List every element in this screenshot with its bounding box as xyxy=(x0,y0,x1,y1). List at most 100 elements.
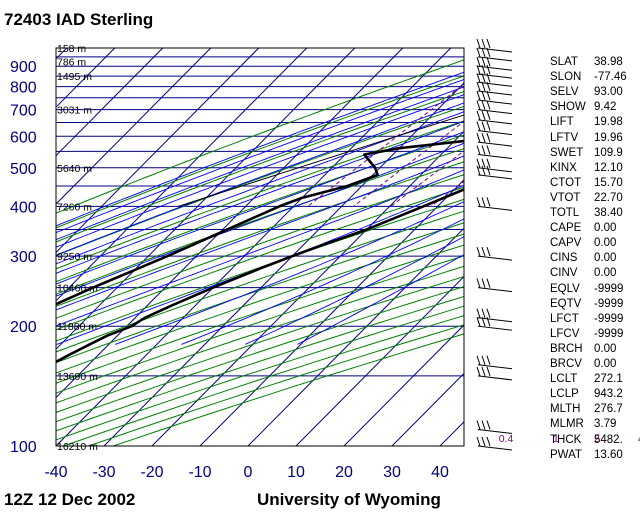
wind-barb xyxy=(476,38,513,53)
wind-barb xyxy=(476,145,513,160)
index-name: CINV xyxy=(550,267,578,280)
height-label: 13690 m xyxy=(57,371,98,383)
index-row: CTOT 15.70 xyxy=(550,177,640,192)
index-row: KINX 12.10 xyxy=(550,162,640,177)
index-value: -77.46 xyxy=(594,71,627,84)
index-name: EQLV xyxy=(550,282,580,295)
dry-adiabat xyxy=(56,286,464,423)
index-value: 3.79 xyxy=(594,418,617,431)
index-name: CAPV xyxy=(550,237,582,250)
index-row: CINV 0.00 xyxy=(550,267,640,282)
index-value: 19.96 xyxy=(594,131,623,144)
height-label: 786 m xyxy=(57,56,86,68)
index-name: LCLT xyxy=(550,373,578,386)
dry-adiabat xyxy=(56,244,464,384)
wind-barb xyxy=(476,317,513,331)
parcel-path xyxy=(178,114,464,207)
dry-adiabat xyxy=(56,161,464,307)
wind-barb xyxy=(476,64,513,79)
dry-adiabat xyxy=(56,233,464,374)
dry-adiabat xyxy=(56,134,464,283)
index-name: SWET xyxy=(550,146,584,159)
index-row: BRCV 0.00 xyxy=(550,358,640,373)
temperature-tick-label: -30 xyxy=(92,464,115,481)
index-row: SHOW 9.42 xyxy=(550,101,640,116)
index-value: 38.40 xyxy=(594,207,623,219)
data-source: University of Wyoming xyxy=(257,490,441,509)
wind-barb xyxy=(476,355,513,370)
wind-barb xyxy=(476,100,513,115)
moist-adiabat xyxy=(56,71,464,227)
index-name: CINS xyxy=(550,252,578,265)
index-row: SWET 109.9 xyxy=(550,147,640,162)
index-name: SLON xyxy=(550,71,582,84)
dry-adiabat xyxy=(56,120,464,270)
index-name: MLMR xyxy=(550,418,584,431)
wind-barb xyxy=(476,308,513,323)
wind-barb xyxy=(476,436,513,451)
wind-barb xyxy=(476,73,513,87)
index-value: 272.1 xyxy=(594,373,623,386)
temperature-profile xyxy=(56,188,464,364)
moist-adiabat xyxy=(56,169,464,327)
index-value: -9999 xyxy=(594,297,624,310)
mixing-ratio-label: 4 xyxy=(638,433,640,445)
isotherm xyxy=(199,179,464,446)
index-name: SELV xyxy=(550,86,579,99)
moist-adiabat xyxy=(56,78,464,234)
dry-adiabat xyxy=(56,75,464,229)
index-name: LFCV xyxy=(550,327,580,340)
moist-adiabat xyxy=(56,120,464,274)
index-row: LCLP 943.2 xyxy=(550,388,640,403)
index-value: 276.7 xyxy=(594,403,623,416)
wind-barb xyxy=(476,158,513,173)
height-label: 16210 m xyxy=(57,441,98,453)
wind-barb xyxy=(476,47,513,62)
index-value: 22.70 xyxy=(594,191,623,204)
moist-adiabat xyxy=(56,102,464,256)
isotherm xyxy=(103,82,464,446)
dry-adiabat xyxy=(56,198,464,342)
dry-adiabat xyxy=(56,148,464,295)
index-row: EQTV -9999 xyxy=(550,298,640,313)
index-name: PWAT xyxy=(550,448,582,461)
index-row: VTOT 22.70 xyxy=(550,192,640,207)
temperature-tick-label: 20 xyxy=(335,464,353,481)
dry-adiabat xyxy=(56,265,464,404)
height-label: 9250 m xyxy=(57,251,92,263)
index-row: LFCT -9999 xyxy=(550,313,640,328)
dry-adiabat xyxy=(56,174,464,319)
index-name: LCLP xyxy=(550,388,579,401)
index-row: BRCH 0.00 xyxy=(550,343,640,358)
dry-adiabat xyxy=(56,222,464,364)
mixing-ratio-label: 2 xyxy=(594,433,600,445)
dry-adiabat xyxy=(56,186,464,331)
index-name: THCK xyxy=(550,433,582,446)
pressure-tick-label: 400 xyxy=(10,199,37,216)
pressure-tick-label: 900 xyxy=(10,59,37,76)
temperature-tick-label: -20 xyxy=(140,464,163,481)
index-name: BRCH xyxy=(550,342,583,355)
wind-barb xyxy=(476,366,513,381)
index-value: 93.00 xyxy=(594,86,623,99)
index-value: 12.10 xyxy=(594,161,623,174)
moist-adiabat xyxy=(56,86,464,241)
index-value: 109.9 xyxy=(594,146,623,159)
height-label: 11880 m xyxy=(57,321,97,333)
index-row: THCK 5482. xyxy=(550,434,640,449)
index-value: 0.00 xyxy=(594,358,617,370)
index-value: -9999 xyxy=(594,282,624,295)
index-value: 0.00 xyxy=(594,252,617,265)
temperature-tick-label: 40 xyxy=(431,464,449,481)
moist-adiabat xyxy=(56,155,464,311)
index-name: EQTV xyxy=(550,297,582,310)
height-label: 10460 m xyxy=(57,283,98,295)
index-value: -9999 xyxy=(594,312,624,325)
mixing-ratio-line xyxy=(390,150,464,207)
index-name: CAPE xyxy=(550,222,582,235)
index-row: LFCV -9999 xyxy=(550,328,640,343)
pressure-tick-label: 800 xyxy=(10,80,37,97)
mixing-ratio-line xyxy=(307,83,464,207)
observation-time: 12Z 12 Dec 2002 xyxy=(4,490,136,509)
isotherm xyxy=(56,48,212,205)
